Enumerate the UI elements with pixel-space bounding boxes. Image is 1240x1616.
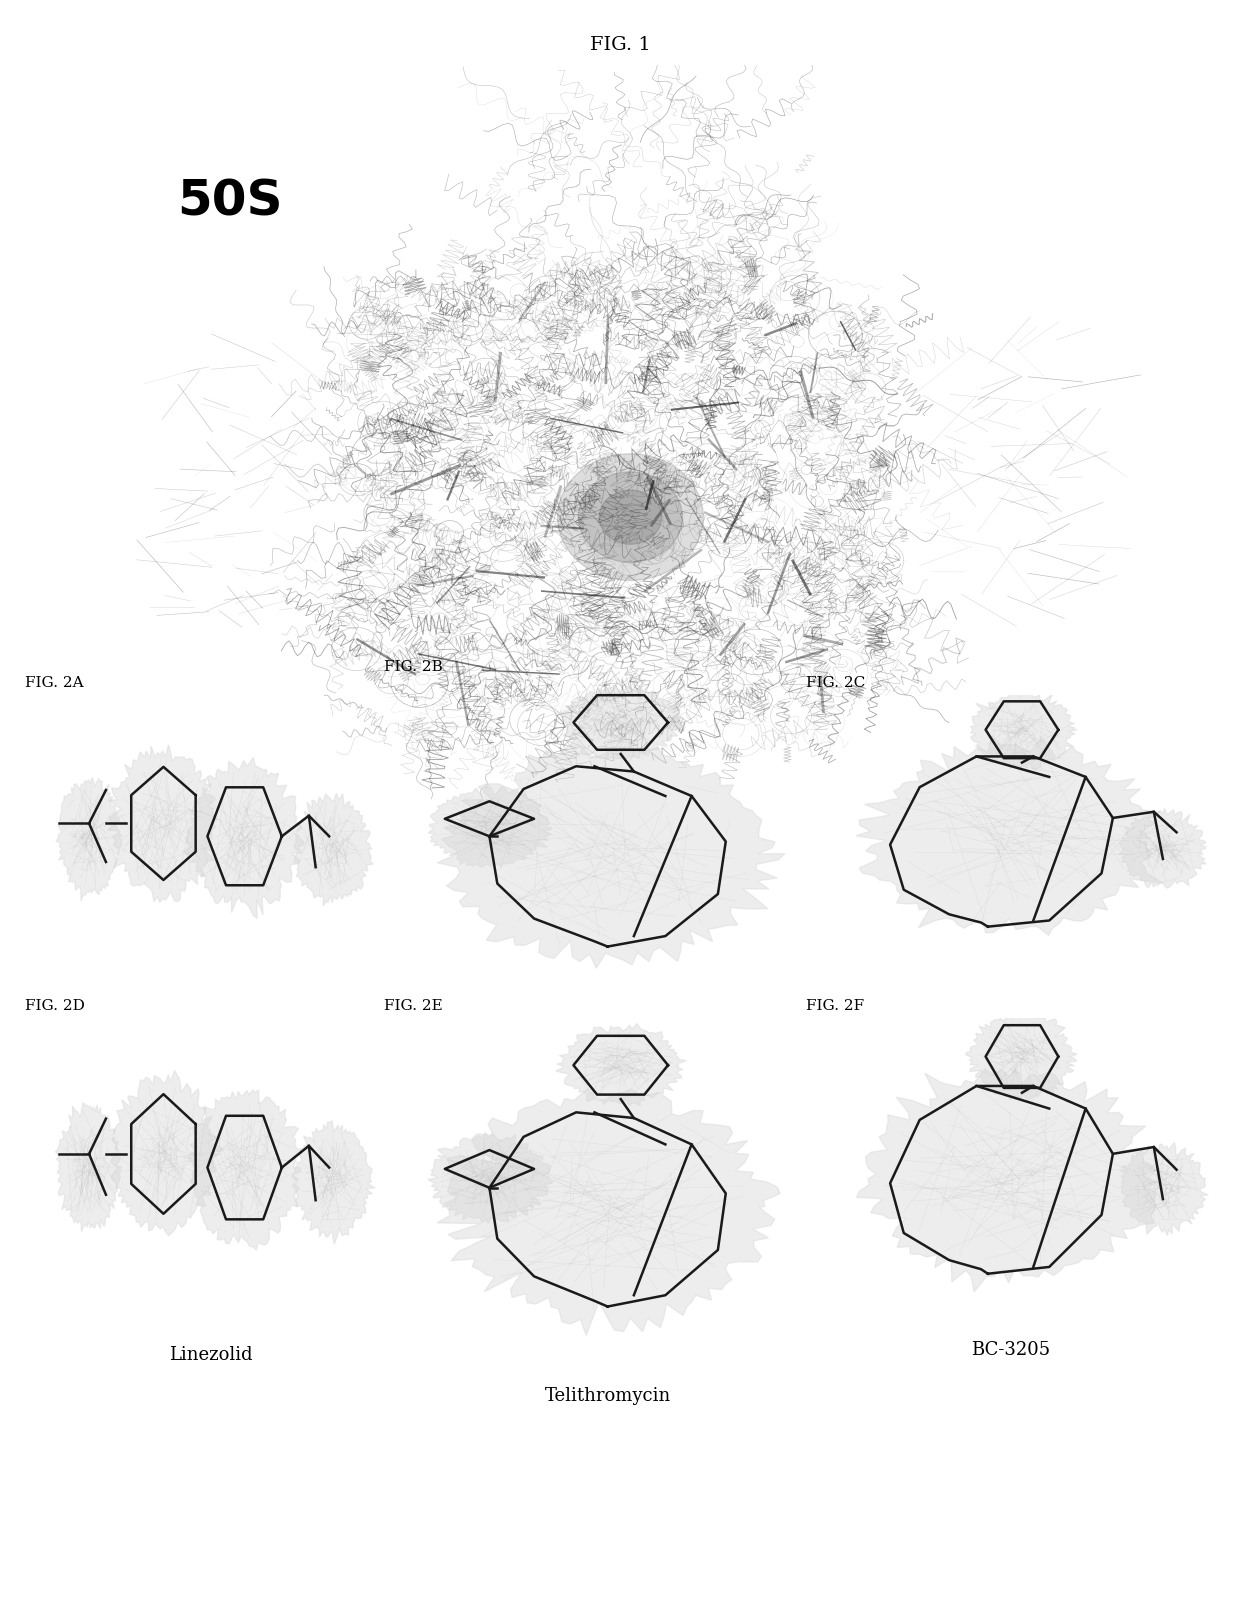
Text: Linezolid: Linezolid [169, 1346, 253, 1364]
Circle shape [599, 490, 662, 545]
Text: FIG. 2C: FIG. 2C [806, 675, 866, 690]
Polygon shape [187, 1089, 301, 1251]
Text: BC-3205: BC-3205 [971, 1341, 1050, 1359]
Polygon shape [556, 1023, 687, 1105]
Circle shape [578, 472, 682, 562]
Polygon shape [966, 1012, 1078, 1100]
Polygon shape [291, 1120, 376, 1244]
Polygon shape [856, 735, 1163, 936]
Text: FIG. 2B: FIG. 2B [384, 659, 443, 674]
Text: FIG. 2E: FIG. 2E [384, 999, 443, 1013]
Polygon shape [110, 1070, 222, 1236]
Polygon shape [184, 758, 304, 918]
Polygon shape [107, 745, 218, 902]
Polygon shape [438, 745, 785, 968]
Polygon shape [56, 777, 123, 902]
Polygon shape [436, 1089, 780, 1335]
Circle shape [558, 454, 703, 580]
Polygon shape [428, 785, 552, 868]
Polygon shape [56, 1102, 123, 1231]
Polygon shape [971, 692, 1078, 771]
Polygon shape [857, 1068, 1157, 1291]
Text: 50S: 50S [177, 178, 283, 226]
Text: FIG. 2A: FIG. 2A [25, 675, 83, 690]
Text: FIG. 2D: FIG. 2D [25, 999, 84, 1013]
Polygon shape [428, 1133, 552, 1223]
Polygon shape [558, 687, 684, 760]
Polygon shape [1118, 808, 1207, 889]
Text: FIG. 2F: FIG. 2F [806, 999, 864, 1013]
Polygon shape [1120, 1143, 1208, 1236]
Text: FIG. 1: FIG. 1 [590, 36, 650, 53]
Text: Telithromycin: Telithromycin [544, 1387, 671, 1404]
Polygon shape [294, 793, 373, 907]
